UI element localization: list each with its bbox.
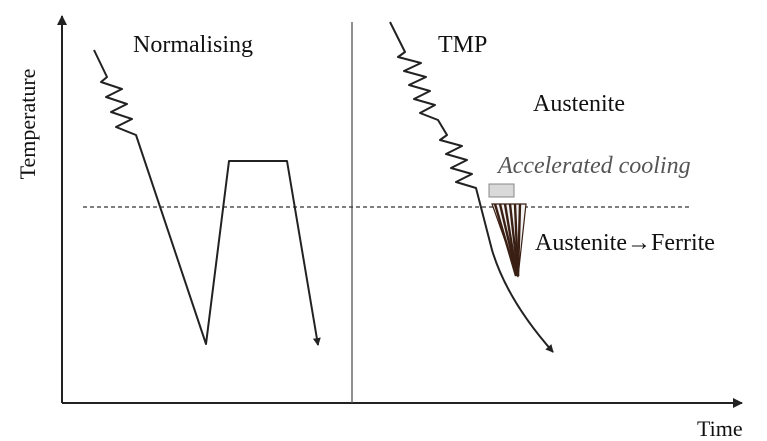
- normalising-curve: [93, 49, 321, 346]
- tmp-title: TMP: [438, 32, 488, 58]
- accelerated-cooling-block: [488, 183, 515, 198]
- x-axis-label: Time: [697, 416, 743, 441]
- tmp-curve: [389, 21, 554, 353]
- austenite-to-ferrite-label: Austenite→Ferrite: [535, 230, 715, 256]
- normalising-title: Normalising: [133, 32, 253, 58]
- transformation-stripes: [493, 203, 522, 277]
- y-axis-label: Temperature: [15, 68, 40, 180]
- accelerated-cooling-label: Accelerated cooling: [498, 153, 691, 179]
- austenite-label: Austenite: [533, 91, 625, 117]
